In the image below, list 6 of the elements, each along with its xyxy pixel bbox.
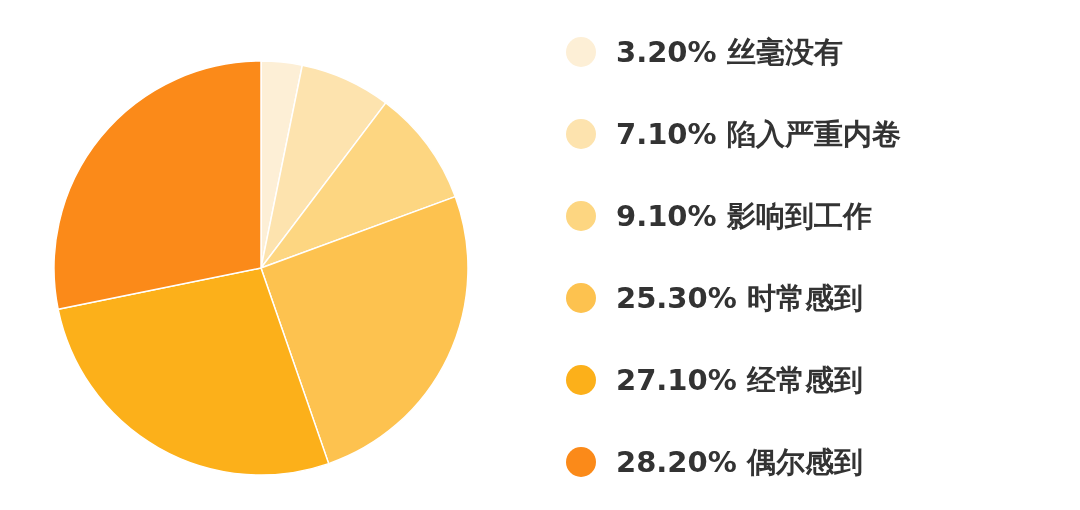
legend-label: 3.20% 丝毫没有 <box>616 35 843 70</box>
legend-label: 7.10% 陷入严重内卷 <box>616 117 901 152</box>
legend-label: 27.10% 经常感到 <box>616 363 863 398</box>
legend-label: 28.20% 偶尔感到 <box>616 445 863 480</box>
legend-label: 25.30% 时常感到 <box>616 281 863 316</box>
legend-label: 9.10% 影响到工作 <box>616 199 872 234</box>
